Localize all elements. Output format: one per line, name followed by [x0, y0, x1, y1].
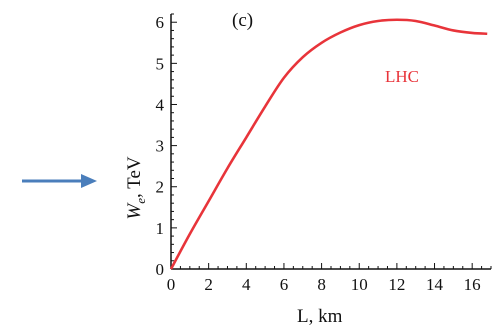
y-axis-label-rest: , TeV: [124, 156, 145, 198]
series-layer: [169, 18, 488, 270]
annotation-lhc: LHC: [385, 67, 419, 86]
x-tick-label: 4: [242, 275, 251, 294]
panel-label: (c): [232, 10, 253, 31]
x-tick-label: 0: [167, 275, 176, 294]
arrow-head: [81, 174, 97, 188]
y-axis-label: We, TeV: [124, 156, 148, 219]
y-tick-label: 4: [156, 95, 165, 114]
x-tick-label: 8: [317, 275, 326, 294]
y-tick-label: 3: [156, 137, 165, 156]
x-tick-label: 16: [464, 275, 481, 294]
arrow-pointer: [22, 174, 97, 188]
axes: [170, 14, 491, 270]
x-tick-label: 2: [204, 275, 213, 294]
x-tick-label: 6: [280, 275, 289, 294]
x-axis-label: L, km: [297, 306, 343, 327]
x-tick-label: 14: [426, 275, 444, 294]
x-tick-label: 12: [388, 275, 405, 294]
x-tick-label: 10: [351, 275, 368, 294]
series-line: [169, 18, 488, 270]
y-tick-label: 6: [156, 13, 165, 32]
y-axis-label-sub: e: [133, 198, 148, 204]
y-tick-label: 2: [156, 178, 165, 197]
y-axis-label-main: W: [124, 202, 145, 220]
y-tick-label: 0: [156, 260, 165, 279]
y-tick-label: 5: [156, 54, 165, 73]
y-tick-label: 1: [156, 219, 165, 238]
